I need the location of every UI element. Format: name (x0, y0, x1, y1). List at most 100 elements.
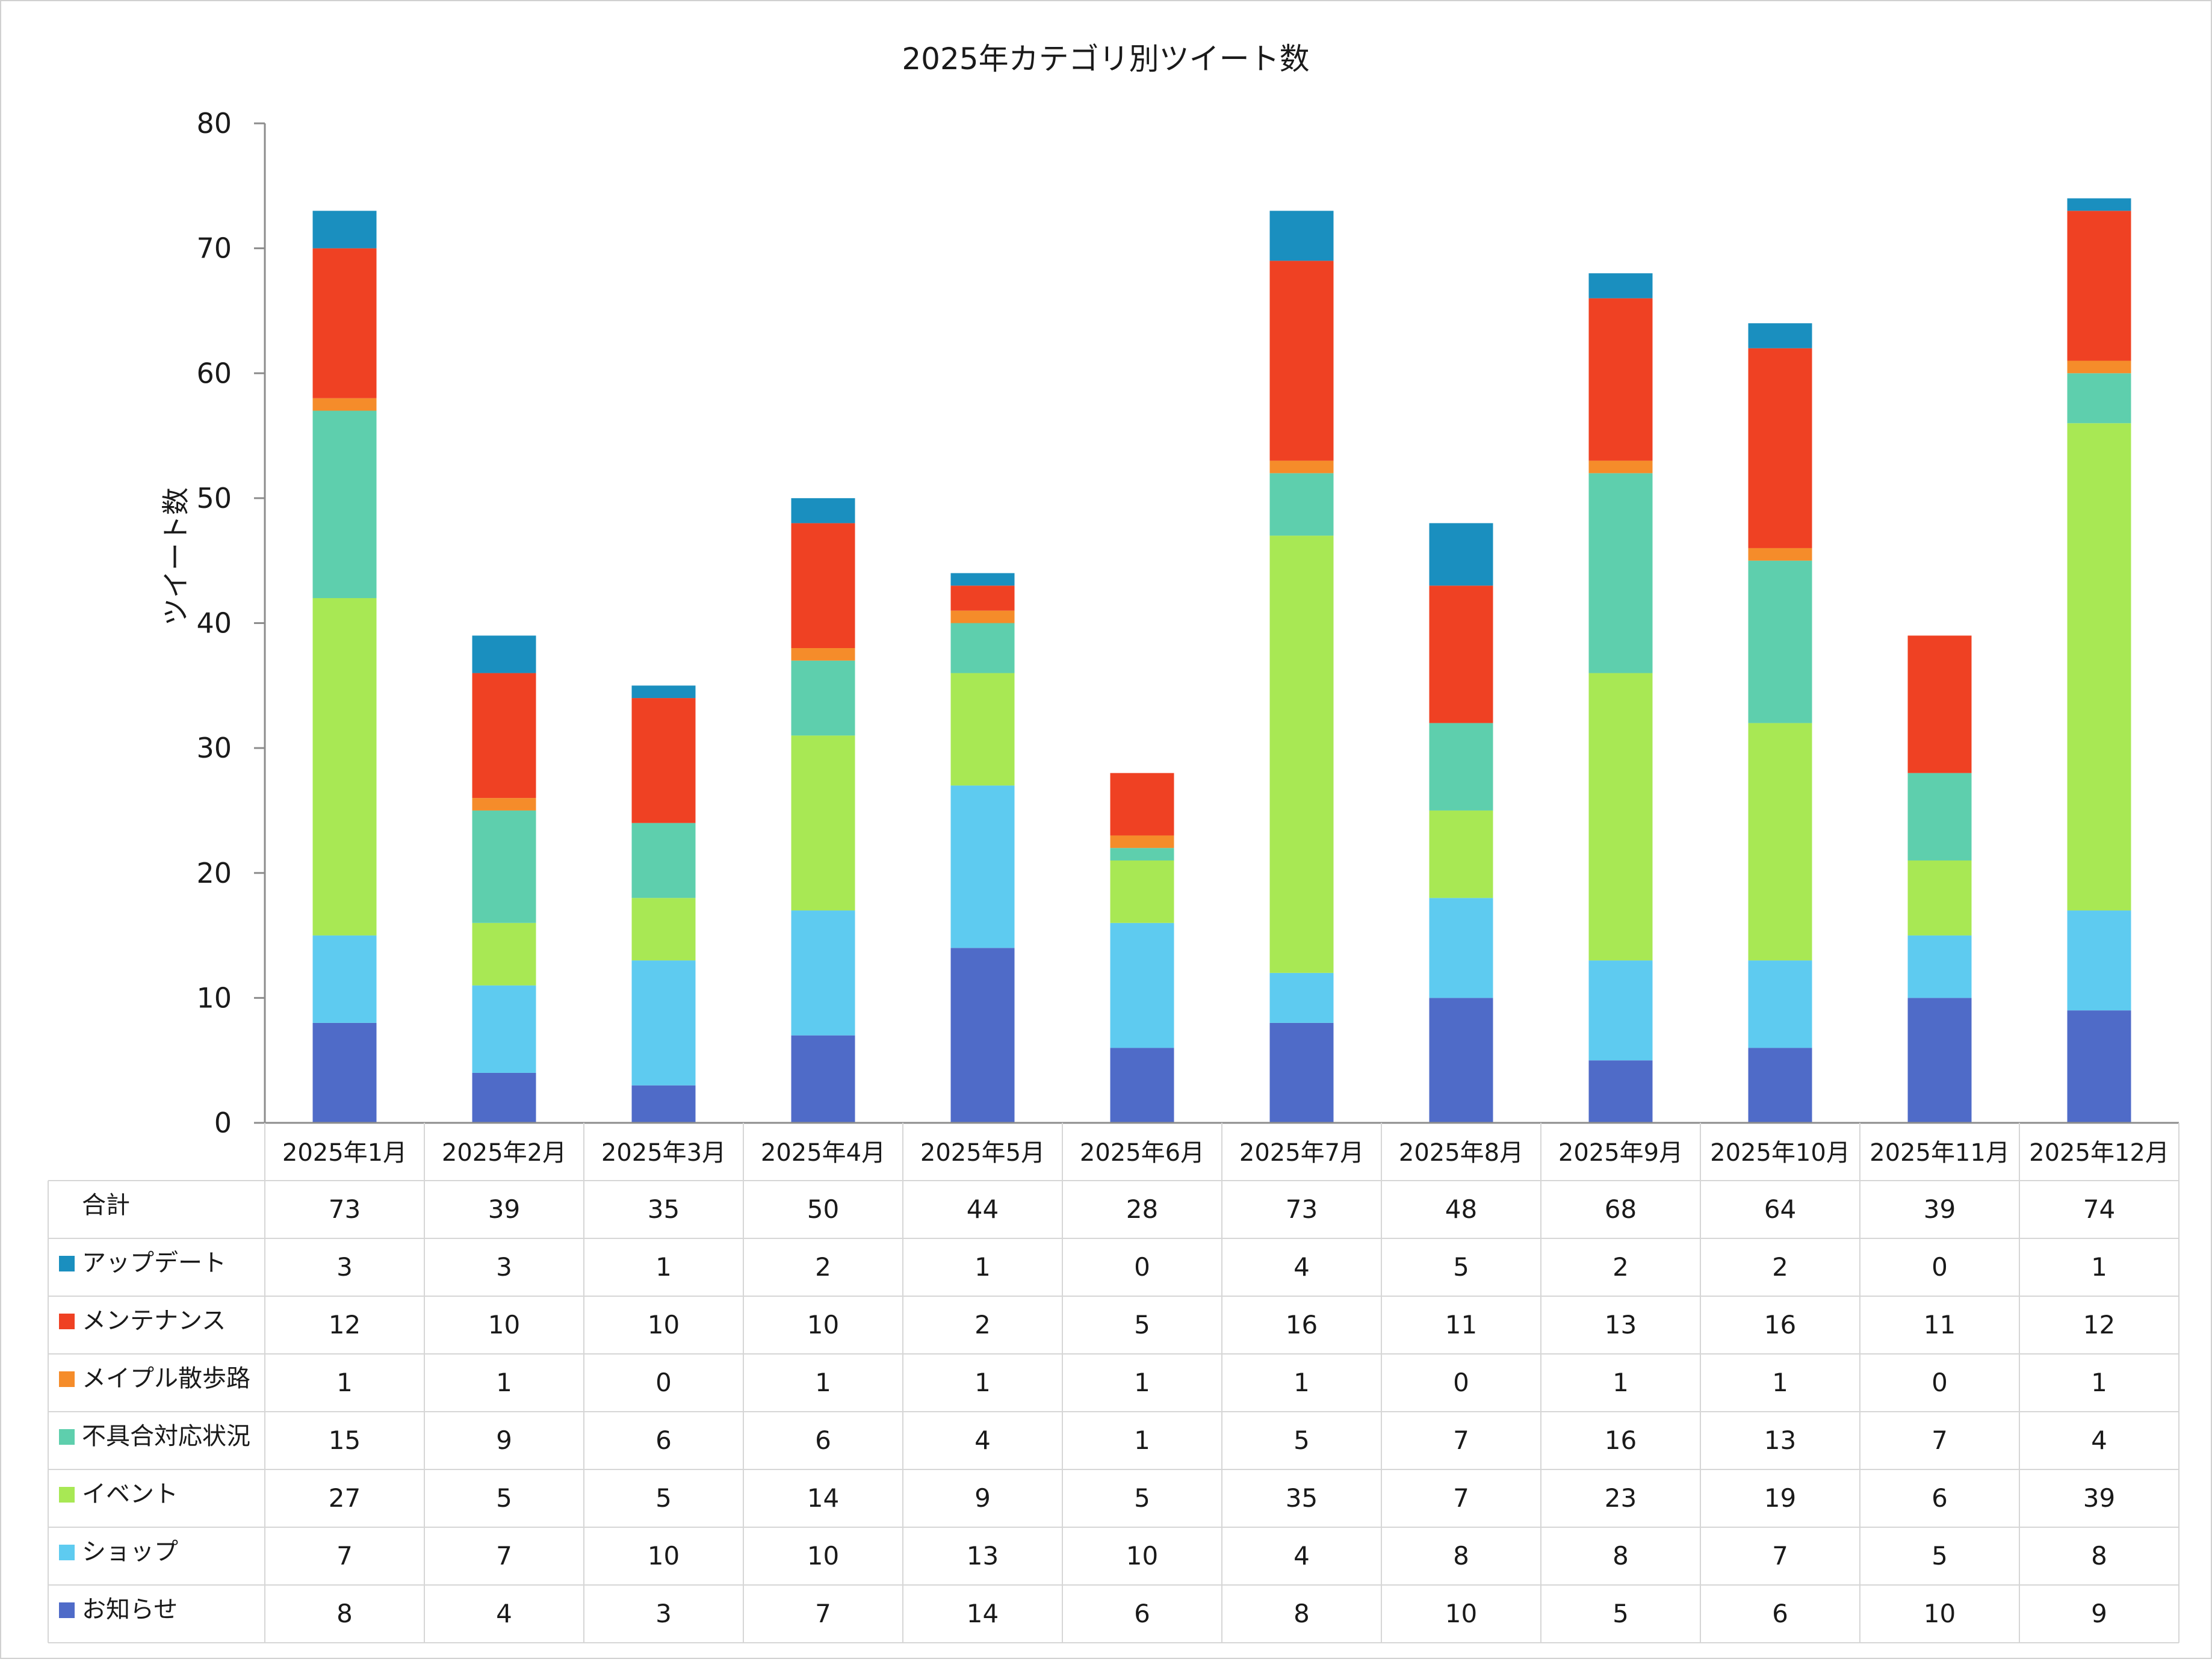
bar-segment (472, 673, 536, 799)
table-cell-value: 13 (1605, 1310, 1637, 1339)
table-cell-value: 64 (1764, 1194, 1796, 1224)
bar-segment (312, 598, 377, 936)
bar-segment (1269, 460, 1334, 474)
table-cell-value: 10 (648, 1310, 680, 1339)
table-cell-value: 6 (815, 1426, 831, 1455)
bar-segment (631, 960, 696, 1086)
x-tick-label: 2025年4月 (761, 1139, 885, 1167)
table-cell-value: 1 (1134, 1368, 1150, 1397)
bar-segment (1588, 1060, 1653, 1123)
table-cell-value: 35 (648, 1194, 680, 1224)
table-cell-value: 5 (1134, 1310, 1150, 1339)
table-cell-value: 8 (1293, 1599, 1310, 1628)
table-cell-value: 16 (1764, 1310, 1796, 1339)
bar-segment (1588, 673, 1653, 961)
table-cell-value: 9 (496, 1426, 512, 1455)
bar-segment (1269, 1022, 1334, 1123)
bar-segment (472, 1072, 536, 1123)
bar-segment (1429, 898, 1493, 998)
table-cell-value: 11 (1445, 1310, 1477, 1339)
table-cell-value: 14 (807, 1483, 839, 1513)
y-tick-label: 40 (196, 607, 232, 640)
bar-segment (1429, 810, 1493, 898)
table-cell-value: 1 (974, 1252, 991, 1282)
bar-segment (472, 922, 536, 986)
y-tick-label: 60 (196, 357, 232, 389)
x-tick-label: 2025年3月 (601, 1139, 726, 1167)
bar-segment (1429, 998, 1493, 1123)
table-cell-value: 2 (1613, 1252, 1629, 1282)
bar-segment (1110, 835, 1174, 848)
legend-label: ショップ (82, 1538, 178, 1566)
table-cell-value: 10 (488, 1310, 520, 1339)
table-cell-value: 8 (2091, 1541, 2107, 1571)
table-cell-value: 8 (1453, 1541, 1469, 1571)
bar-segment (472, 798, 536, 811)
table-cell-value: 5 (1932, 1541, 1948, 1571)
legend-label: 不具合対応状況 (82, 1423, 250, 1450)
table-cell-value: 4 (1293, 1252, 1310, 1282)
legend-swatch (59, 1314, 75, 1329)
table-cell-value: 1 (2091, 1252, 2107, 1282)
bar-segment (1907, 860, 1972, 936)
bar-segment (2067, 1010, 2131, 1123)
table-cell-value: 5 (1293, 1426, 1310, 1455)
bar-segment (2067, 423, 2131, 911)
chart-title: 2025年カテゴリ別ツイート数 (902, 42, 1309, 76)
table-cell-value: 6 (1134, 1599, 1150, 1628)
x-tick-label: 2025年11月 (1870, 1139, 2010, 1167)
table-cell-value: 1 (1613, 1368, 1629, 1397)
table-cell-value: 10 (807, 1541, 839, 1571)
bar-segment (1748, 548, 1812, 561)
bar-segment (1748, 1048, 1812, 1123)
bar-segment (791, 648, 855, 661)
table-cell-value: 2 (974, 1310, 991, 1339)
bar-segment (950, 948, 1015, 1123)
table-cell-value: 1 (1293, 1368, 1310, 1397)
bar-segment (1110, 922, 1174, 1048)
legend-swatch (59, 1487, 75, 1503)
bar-segment (2067, 211, 2131, 361)
bar-segment (2067, 360, 2131, 374)
table-cell-value: 39 (2083, 1483, 2115, 1513)
bar-segment (1110, 1048, 1174, 1123)
bar-segment (1269, 261, 1334, 461)
bar-segment (1748, 323, 1812, 348)
table-cell-value: 11 (1924, 1310, 1956, 1339)
y-tick-label: 70 (196, 232, 232, 265)
bar-segment (631, 898, 696, 961)
table-cell-value: 1 (974, 1368, 991, 1397)
axis-lines (254, 122, 266, 1124)
table-cell-value: 4 (496, 1599, 512, 1628)
bar-segment (950, 623, 1015, 673)
bar-segment (791, 660, 855, 736)
table-cell-value: 5 (1613, 1599, 1629, 1628)
table-cell-value: 6 (1772, 1599, 1788, 1628)
bar-segment (312, 410, 377, 598)
bar-segment (1269, 536, 1334, 973)
data-table: 2025年1月 2025年2月 2025年3月 2025年4月 2025年5月 2025年… (48, 1122, 2179, 1643)
table-cell-value: 10 (1445, 1599, 1477, 1628)
bar-segment (1588, 460, 1653, 474)
x-tick-label: 2025年6月 (1080, 1139, 1204, 1167)
y-tick-label: 0 (214, 1107, 232, 1139)
table-cell-value: 73 (329, 1194, 361, 1224)
bar-segment (1748, 560, 1812, 723)
bar-segment (1588, 298, 1653, 461)
x-tick-label: 2025年12月 (2029, 1139, 2169, 1167)
table-cell-value: 7 (1453, 1483, 1469, 1513)
x-tick-label: 2025年10月 (1710, 1139, 1850, 1167)
table-cell-value: 1 (815, 1368, 831, 1397)
table-cell-value: 35 (1286, 1483, 1318, 1513)
bar-segment (791, 498, 855, 524)
bar-segment (1588, 473, 1653, 673)
table-cell-value: 44 (967, 1194, 999, 1224)
table-cell-value: 6 (655, 1426, 672, 1455)
table-cell-value: 7 (336, 1541, 353, 1571)
table-cell-value: 12 (2083, 1310, 2115, 1339)
table-cell-value: 5 (655, 1483, 672, 1513)
bar-segment (950, 610, 1015, 623)
table-cell-value: 10 (807, 1310, 839, 1339)
